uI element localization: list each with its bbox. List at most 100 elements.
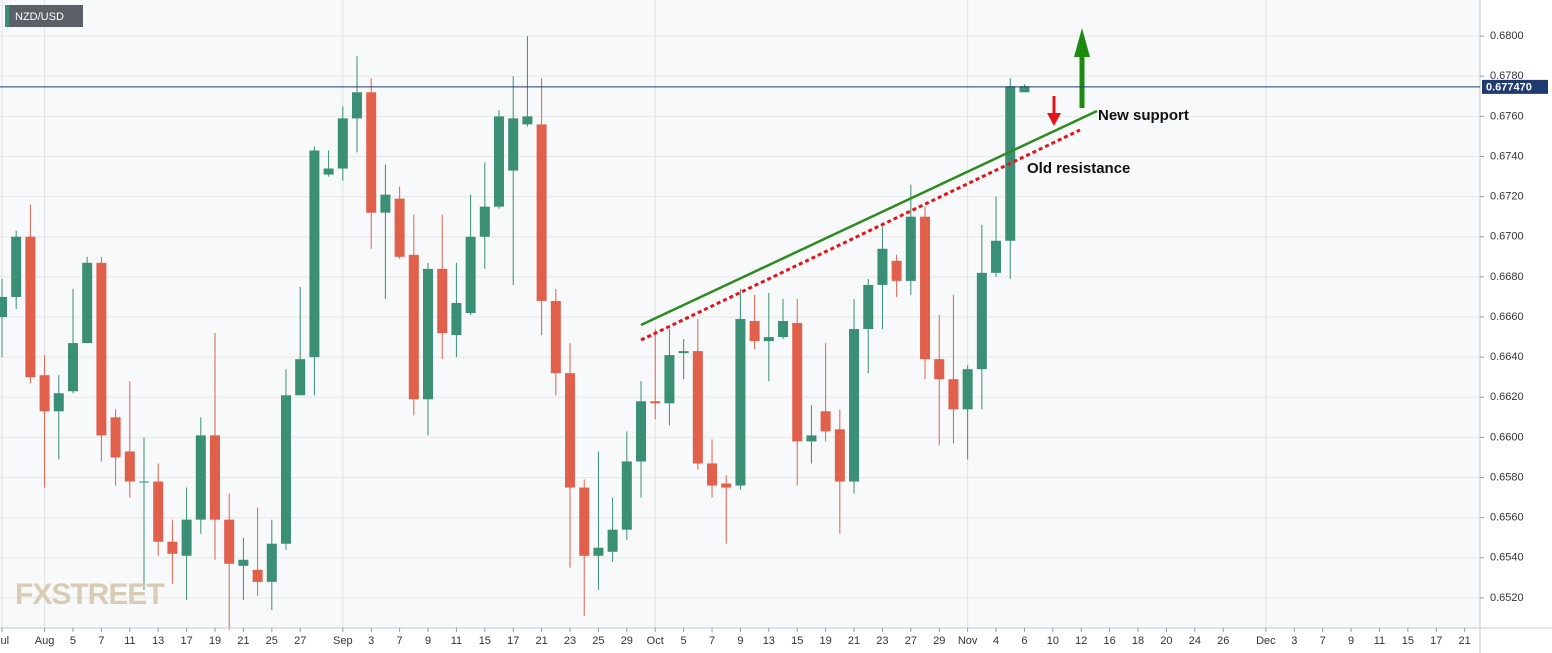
candle-body <box>863 284 874 330</box>
candle-body <box>195 435 206 520</box>
candle-body <box>891 260 902 281</box>
candle-body <box>607 529 618 552</box>
candle-body <box>209 435 220 520</box>
candle-body <box>494 116 505 207</box>
candle-body <box>110 417 121 458</box>
candle-body <box>1019 86 1030 93</box>
candle-body <box>522 116 533 125</box>
x-tick-label: Aug <box>35 635 55 647</box>
x-tick-label: 17 <box>180 635 192 647</box>
x-tick-label: 7 <box>709 635 715 647</box>
candle-body <box>281 395 292 544</box>
candle-body <box>934 359 945 380</box>
x-tick-label: 21 <box>848 635 860 647</box>
x-tick-label: Dec <box>1256 635 1276 647</box>
candle-body <box>394 198 405 257</box>
candle-body <box>167 541 178 554</box>
chart-title: NZD/USD <box>15 11 64 23</box>
candle-body <box>650 401 661 404</box>
candle-body <box>636 401 647 462</box>
x-tick-label: 18 <box>1132 635 1144 647</box>
x-tick-label: 25 <box>592 635 604 647</box>
x-tick-label: 20 <box>1160 635 1172 647</box>
x-tick-label: 23 <box>876 635 888 647</box>
candle-body <box>451 302 462 336</box>
candle-body <box>991 240 1002 273</box>
candle-body <box>721 483 732 488</box>
candle-body <box>820 411 831 432</box>
candle-body <box>593 547 604 556</box>
candle-body <box>380 194 391 213</box>
x-tick-label: 6 <box>1021 635 1027 647</box>
y-tick-label: 0.6800 <box>1490 30 1524 42</box>
x-tick-label: 11 <box>124 635 135 647</box>
y-tick-label: 0.6780 <box>1490 70 1524 82</box>
x-tick-label: Nov <box>958 635 978 647</box>
price-layer: 0.6520 0.6540 0.6560 0.6580 0.6600 0.6620 0.66… <box>0 30 1548 647</box>
candle-body <box>976 272 987 370</box>
plot-layer <box>0 0 1480 631</box>
x-tick-label: 29 <box>933 635 945 647</box>
candle-body <box>778 321 789 338</box>
x-tick-label: 21 <box>237 635 249 647</box>
y-tick-label: 0.6700 <box>1490 231 1524 243</box>
x-tick-label: 3 <box>368 635 374 647</box>
candle-body <box>53 393 64 412</box>
x-tick-label: 5 <box>681 635 687 647</box>
x-tick-label: 24 <box>1189 635 1201 647</box>
y-tick-label: 0.6640 <box>1490 351 1524 363</box>
candle-body <box>423 268 434 400</box>
y-tick-label: 0.6660 <box>1490 311 1524 323</box>
candle-body <box>337 118 348 169</box>
x-tick-label: 19 <box>820 635 832 647</box>
candle-body <box>664 355 675 404</box>
candle-body <box>621 461 632 530</box>
candle-body <box>67 343 78 392</box>
x-tick-label: 17 <box>1430 635 1442 647</box>
candle-body <box>579 487 590 556</box>
candle-body <box>96 262 107 436</box>
x-tick-label: 13 <box>152 635 164 647</box>
up-arrow-head <box>1074 28 1090 57</box>
y-tick-label: 0.6720 <box>1490 191 1524 203</box>
candle-body <box>763 337 774 342</box>
candle-body <box>39 375 50 412</box>
x-tick-label: 25 <box>266 635 278 647</box>
x-tick-label: 4 <box>993 635 999 647</box>
candle-body <box>849 329 860 482</box>
candle-body <box>707 463 718 486</box>
candle-body <box>792 323 803 442</box>
x-tick-label: 9 <box>425 635 431 647</box>
x-tick-label: 21 <box>535 635 547 647</box>
candle-body <box>806 435 817 442</box>
candle-body <box>366 92 377 213</box>
candle-body <box>508 118 519 171</box>
candle-body <box>124 451 135 482</box>
x-tick-label: 9 <box>737 635 743 647</box>
y-tick-label: 0.6760 <box>1490 110 1524 122</box>
candle-body <box>550 300 561 374</box>
candle-body <box>238 559 249 566</box>
last-price-label: 0.677470 <box>1486 81 1532 93</box>
candle-body <box>153 481 164 542</box>
x-tick-label: 29 <box>621 635 633 647</box>
x-tick-label: 11 <box>451 635 462 647</box>
y-tick-label: 0.6540 <box>1490 552 1524 564</box>
candle-body <box>323 168 334 175</box>
candle-body <box>266 543 277 582</box>
candle-body <box>465 236 476 313</box>
candle-body <box>408 254 419 400</box>
x-tick-label: 10 <box>1047 635 1059 647</box>
candle-body <box>565 373 576 488</box>
candle-body <box>0 296 7 318</box>
candle-body <box>11 236 22 297</box>
x-tick-label: Sep <box>333 635 353 647</box>
down-arrow-head <box>1047 113 1061 126</box>
last-price-badge <box>1482 79 1548 94</box>
candle-body <box>692 351 703 464</box>
candle-body <box>877 248 888 285</box>
annotation: Old resistance <box>1027 160 1130 177</box>
x-tick-label: 16 <box>1104 635 1116 647</box>
symbol-badge-accent <box>5 5 9 27</box>
